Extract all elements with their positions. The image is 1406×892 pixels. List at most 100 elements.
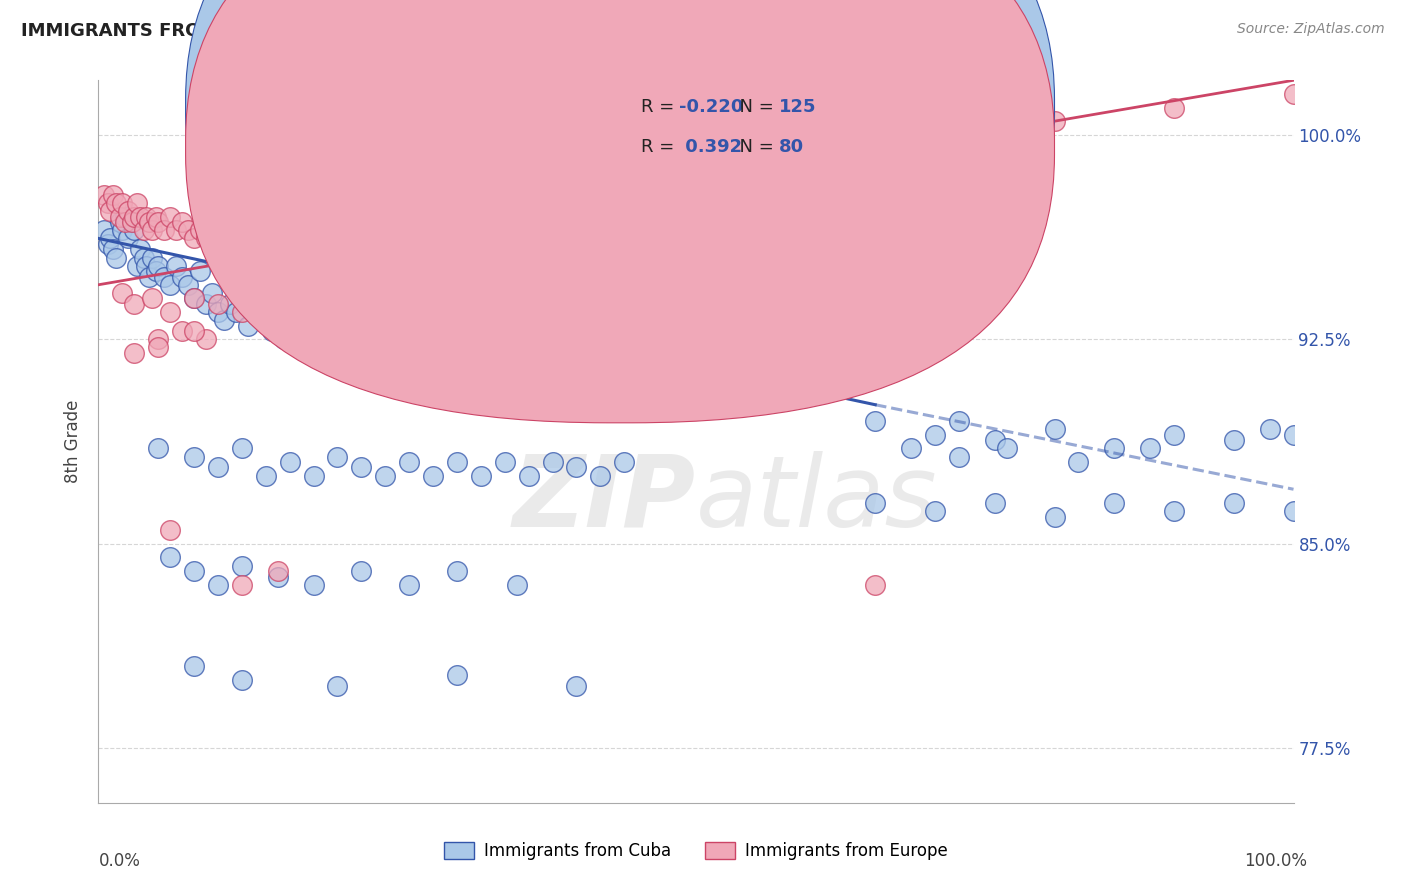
Point — [506, 351, 529, 366]
Point — [482, 359, 505, 374]
Point — [97, 236, 120, 251]
Point — [249, 297, 271, 311]
Point — [148, 215, 170, 229]
Point — [446, 346, 468, 360]
Text: 0.0%: 0.0% — [98, 852, 141, 870]
Point — [141, 292, 163, 306]
Point — [267, 259, 290, 273]
Legend: Immigrants from Cuba, Immigrants from Europe: Immigrants from Cuba, Immigrants from Eu… — [437, 835, 955, 867]
Point — [554, 351, 576, 366]
Point — [207, 243, 229, 257]
Point — [446, 231, 468, 245]
Text: 80: 80 — [779, 138, 804, 156]
Point — [117, 204, 139, 219]
Point — [138, 215, 160, 229]
Point — [188, 264, 211, 278]
Point — [780, 346, 803, 360]
Point — [363, 346, 385, 360]
Point — [1104, 496, 1126, 510]
Point — [231, 577, 253, 591]
Point — [865, 141, 887, 155]
Point — [117, 231, 139, 245]
Point — [159, 550, 181, 565]
Text: R =: R = — [641, 138, 681, 156]
Point — [565, 204, 588, 219]
Point — [108, 215, 131, 229]
Point — [125, 259, 148, 273]
Point — [865, 414, 887, 428]
Point — [321, 346, 343, 360]
Point — [1223, 496, 1246, 510]
Point — [411, 351, 433, 366]
Point — [111, 285, 134, 300]
Point — [422, 468, 444, 483]
Point — [350, 243, 373, 257]
Point — [172, 324, 194, 338]
Point — [141, 223, 163, 237]
Point — [661, 351, 683, 366]
Point — [177, 223, 200, 237]
Point — [291, 305, 314, 319]
Point — [1139, 442, 1161, 456]
Point — [804, 155, 827, 169]
Point — [339, 324, 361, 338]
Point — [434, 359, 457, 374]
Point — [111, 223, 134, 237]
Point — [183, 324, 205, 338]
Point — [98, 231, 122, 245]
Point — [613, 346, 636, 360]
Text: IMMIGRANTS FROM CUBA VS IMMIGRANTS FROM EUROPE 8TH GRADE CORRELATION CHART: IMMIGRANTS FROM CUBA VS IMMIGRANTS FROM … — [21, 22, 948, 40]
Point — [924, 427, 946, 442]
Point — [278, 313, 301, 327]
Point — [145, 264, 167, 278]
Point — [183, 450, 205, 464]
Point — [284, 324, 307, 338]
Point — [326, 259, 349, 273]
Point — [183, 292, 205, 306]
Point — [124, 210, 146, 224]
Point — [231, 285, 253, 300]
Point — [231, 251, 253, 265]
Point — [804, 359, 827, 374]
Point — [93, 187, 115, 202]
Point — [1258, 422, 1281, 436]
Point — [1043, 509, 1066, 524]
Text: N =: N = — [728, 138, 780, 156]
Text: ZIP: ZIP — [513, 450, 696, 548]
Point — [129, 210, 152, 224]
Point — [948, 414, 970, 428]
Point — [339, 251, 361, 265]
Point — [159, 210, 181, 224]
Y-axis label: 8th Grade: 8th Grade — [65, 400, 83, 483]
Point — [326, 679, 349, 693]
Point — [326, 332, 349, 346]
Point — [207, 305, 229, 319]
Point — [177, 277, 200, 292]
Text: N =: N = — [728, 98, 780, 116]
Point — [243, 305, 266, 319]
Point — [145, 210, 167, 224]
Point — [267, 564, 290, 578]
Point — [398, 251, 420, 265]
Point — [494, 455, 516, 469]
Point — [398, 577, 420, 591]
Point — [231, 305, 253, 319]
Point — [332, 341, 354, 355]
Point — [101, 187, 124, 202]
Point — [308, 332, 330, 346]
Point — [494, 346, 516, 360]
Point — [148, 259, 170, 273]
Point — [114, 215, 136, 229]
Point — [368, 359, 391, 374]
Point — [129, 243, 152, 257]
Point — [278, 455, 301, 469]
Point — [865, 577, 887, 591]
Point — [326, 450, 349, 464]
Point — [344, 351, 367, 366]
Point — [398, 455, 420, 469]
Point — [380, 351, 402, 366]
Point — [446, 667, 468, 681]
Point — [685, 182, 707, 196]
Point — [159, 305, 181, 319]
Point — [756, 351, 779, 366]
